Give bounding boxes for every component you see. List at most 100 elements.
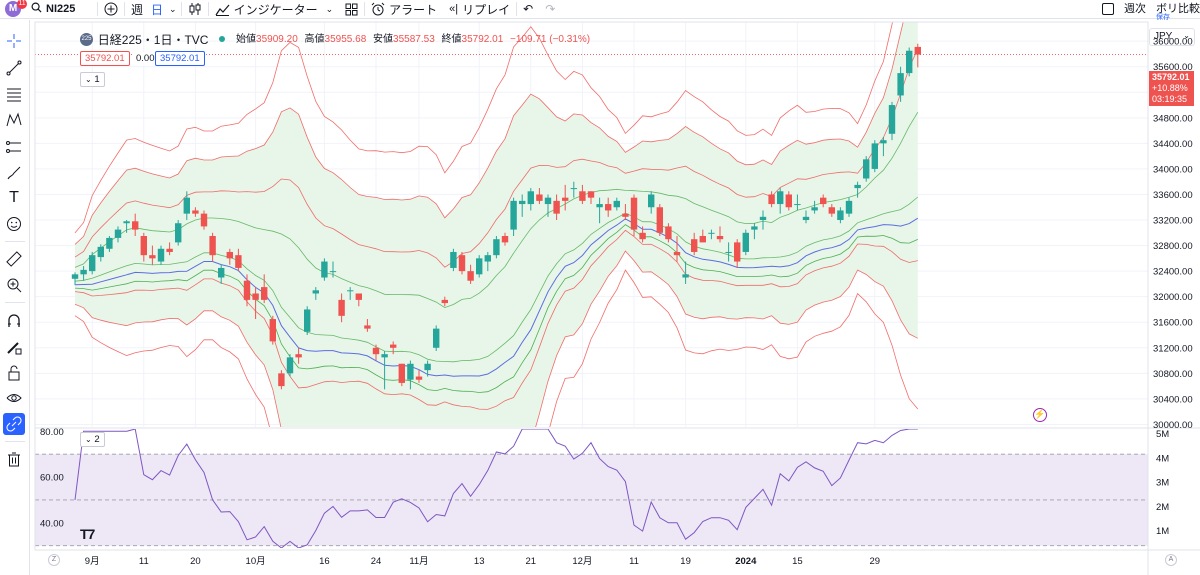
band-line bbox=[74, 229, 918, 410]
candle-body bbox=[71, 274, 79, 279]
lightning-icon[interactable]: ⚡ bbox=[1033, 408, 1047, 422]
replay-button[interactable]: «| リプレイ bbox=[443, 0, 516, 19]
candle bbox=[880, 136, 887, 157]
text-tool[interactable]: T bbox=[3, 187, 25, 209]
currency-label: JPY bbox=[1154, 31, 1173, 42]
indicators-icon bbox=[215, 4, 230, 16]
auto-scale-icon[interactable]: A bbox=[1165, 554, 1177, 566]
candle-body bbox=[175, 223, 182, 243]
candle-body bbox=[544, 197, 552, 205]
fib-tool[interactable] bbox=[3, 83, 25, 105]
tradingview-logo[interactable]: T7 bbox=[80, 526, 95, 542]
candle bbox=[192, 207, 199, 217]
alert-button[interactable]: アラート bbox=[365, 0, 443, 19]
candle bbox=[355, 293, 362, 307]
candle-body bbox=[484, 255, 491, 262]
candle bbox=[570, 181, 577, 198]
link-icon bbox=[6, 416, 22, 432]
horizontal-lines-icon bbox=[7, 88, 21, 102]
candle-body bbox=[802, 216, 810, 221]
time-tick-label: 11 bbox=[139, 556, 149, 567]
candle bbox=[768, 191, 775, 208]
symbol-search[interactable]: NI225 bbox=[25, 0, 97, 19]
candle bbox=[183, 191, 190, 221]
projection-tool[interactable] bbox=[3, 136, 25, 158]
candle-body bbox=[863, 159, 870, 179]
pane-2-collapse-button[interactable]: ⌄ 2 bbox=[80, 432, 105, 447]
top-right-controls: 週次 ボリ比較 保存 bbox=[1102, 0, 1200, 21]
compare-symbol-button[interactable] bbox=[98, 0, 124, 19]
search-icon bbox=[31, 2, 42, 16]
price-tick-label: 33600.00 bbox=[1153, 190, 1193, 201]
price-tick-label: 30400.00 bbox=[1153, 394, 1193, 405]
alarm-clock-icon bbox=[371, 2, 385, 16]
candle bbox=[596, 197, 603, 224]
candle-body bbox=[845, 200, 853, 214]
indicators-button[interactable]: インジケーター ⌄ bbox=[209, 0, 340, 19]
volume-tick-label: 1M bbox=[1156, 526, 1169, 537]
divider bbox=[364, 2, 366, 16]
candle-body bbox=[648, 194, 655, 208]
candle bbox=[226, 248, 233, 265]
chart-legend: 225 日経225・1日・TVC 始値35909.20 高値35955.68 安… bbox=[80, 30, 590, 48]
redo-button[interactable]: ↷ bbox=[539, 0, 561, 19]
candle bbox=[295, 347, 302, 364]
user-avatar[interactable]: M 11 bbox=[3, 0, 27, 18]
candle-body bbox=[235, 255, 242, 268]
lock-drawings-tool[interactable] bbox=[3, 362, 25, 384]
delete-tool[interactable] bbox=[3, 448, 25, 470]
crosshair-tool[interactable] bbox=[3, 30, 25, 52]
candle bbox=[622, 204, 629, 221]
replay-label: リプレイ bbox=[462, 2, 511, 17]
undo-button[interactable]: ↶ bbox=[517, 0, 539, 19]
weekly-checkbox[interactable] bbox=[1102, 3, 1114, 15]
magnet-tool[interactable] bbox=[3, 310, 25, 332]
candle bbox=[123, 220, 130, 233]
time-tick-label: 16 bbox=[319, 556, 330, 567]
candle bbox=[347, 287, 354, 300]
hide-drawings-tool[interactable] bbox=[3, 387, 25, 409]
timezone-icon[interactable]: Z bbox=[48, 554, 60, 566]
interval-dropdown[interactable]: ⌄ bbox=[165, 0, 181, 19]
candle bbox=[252, 287, 259, 320]
candle bbox=[493, 235, 500, 259]
candle-body bbox=[364, 325, 371, 329]
currency-selector[interactable]: JPY ⌄ bbox=[1149, 28, 1195, 46]
candle-body bbox=[906, 50, 913, 74]
brush-tool[interactable] bbox=[3, 162, 25, 184]
candle bbox=[845, 197, 853, 217]
legend-title[interactable]: 日経225・1日・TVC bbox=[97, 32, 209, 47]
candle bbox=[398, 363, 405, 387]
candle bbox=[424, 360, 431, 377]
candle-body bbox=[734, 242, 741, 262]
candle-body bbox=[329, 271, 337, 273]
trend-line-tool[interactable] bbox=[3, 57, 25, 79]
rsi-tick-label: 80.00 bbox=[40, 427, 64, 438]
layout-button[interactable] bbox=[339, 0, 364, 19]
candle bbox=[278, 370, 285, 390]
pattern-tool[interactable] bbox=[3, 109, 25, 131]
ruler-tool[interactable] bbox=[3, 248, 25, 270]
interval-day-button[interactable]: 日 bbox=[149, 0, 165, 19]
candle-body bbox=[820, 197, 827, 205]
candle bbox=[458, 251, 466, 275]
compare-group[interactable]: ボリ比較 保存 bbox=[1156, 0, 1200, 21]
emoji-tool[interactable] bbox=[3, 213, 25, 235]
pane-1-collapse-button[interactable]: ⌄ 1 bbox=[80, 72, 105, 87]
candle-body bbox=[596, 204, 603, 208]
keep-drawing-tool[interactable] bbox=[3, 336, 25, 358]
weekly-label[interactable]: 週次 bbox=[1124, 3, 1146, 15]
chart-type-button[interactable] bbox=[182, 0, 208, 19]
zoom-tool[interactable] bbox=[3, 274, 25, 296]
link-tool[interactable] bbox=[3, 413, 25, 435]
high-value: 35955.68 bbox=[324, 34, 367, 45]
low-label: 安値 bbox=[373, 34, 394, 45]
zoom-in-icon bbox=[7, 278, 22, 293]
last-change: +10.88% bbox=[1152, 83, 1188, 93]
candle-body bbox=[880, 140, 887, 144]
symbol-icon: 225 bbox=[80, 32, 93, 46]
interval-week-button[interactable]: 週 bbox=[131, 2, 144, 17]
candle-body bbox=[622, 213, 629, 217]
band-line bbox=[74, 196, 919, 363]
